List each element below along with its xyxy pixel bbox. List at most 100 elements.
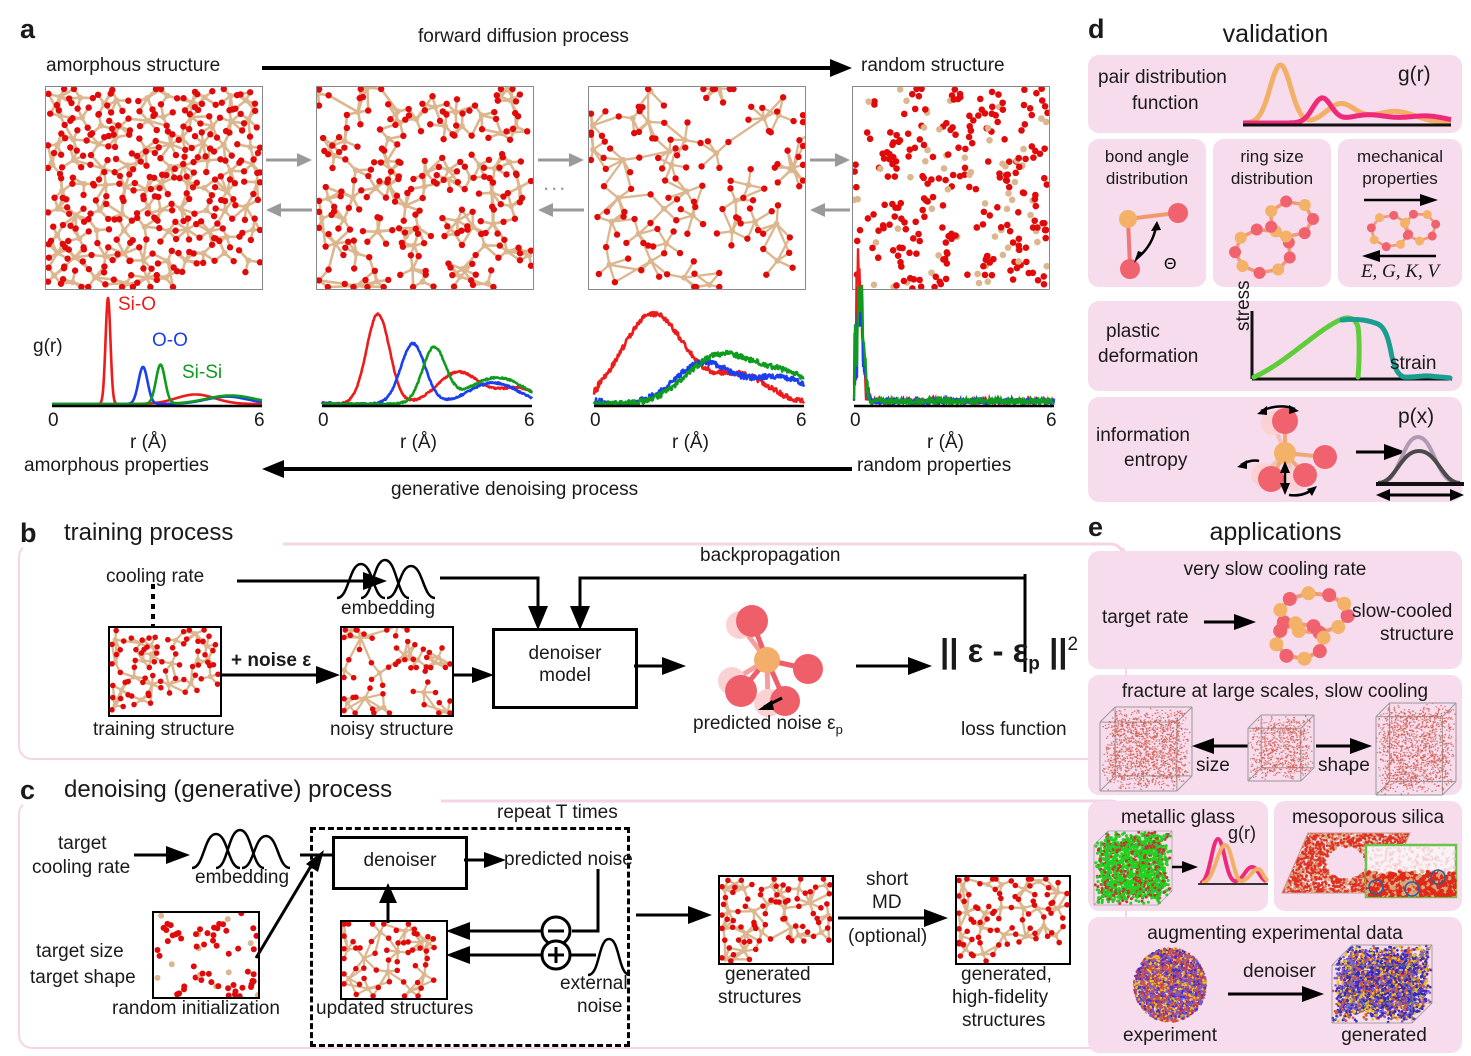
slow-cooled-ring-diagram (1269, 586, 1355, 666)
gr-curves-4 (852, 248, 1056, 409)
gray-arrows-1 (266, 153, 312, 217)
metallic-glass-box: metallic glass g(r) (1088, 801, 1270, 911)
gr-curves-3 (592, 310, 806, 408)
gr-tick-min-3: 0 (590, 410, 601, 431)
slow-cooling-title: very slow cooling rate (1183, 559, 1367, 580)
generated-cube-render (1331, 944, 1433, 1024)
structure-box-random (852, 86, 1050, 290)
denoiser-model-line1: denoiser (528, 643, 602, 664)
cooling-rate-label: cooling rate (106, 566, 205, 587)
plastic-deformation-box: plastic deformation stress strain (1088, 280, 1462, 391)
noisy-to-denoiser-arrow (452, 667, 494, 683)
amorphous-properties-label: amorphous properties (24, 455, 209, 476)
gr-plot-1: g(r) Si-O O-O Si-Si 0 6 r (Å) (30, 292, 280, 453)
panel-d-letter: d (1088, 14, 1105, 44)
gr-ylabel-1: g(r) (33, 336, 63, 357)
repeat-label: repeat T times (497, 802, 618, 823)
predicted-noise-text: predicted noise ε (693, 713, 836, 734)
augmenting-box: augmenting experimental data experiment … (1088, 917, 1462, 1053)
gr-plot-4: 0 6 r (Å) (832, 248, 1082, 453)
external-noise-line1: external (560, 973, 628, 994)
metallic-glass-gr-curves (1198, 836, 1270, 885)
embedding-to-denoiser-path (440, 576, 548, 630)
high-fidelity-line3: structures (962, 1010, 1046, 1031)
panel-c-title: denoising (generative) process (64, 776, 393, 803)
ring-size-diagram (1229, 195, 1319, 279)
gr-tick-min-1: 0 (48, 410, 59, 431)
legend-si-si: Si-Si (182, 362, 223, 383)
entropy-to-px-arrow (1356, 444, 1406, 460)
predicted-noise-label-c: predicted noise (504, 849, 633, 870)
px-distributions (1376, 434, 1464, 501)
add-noise-arrow (220, 666, 340, 684)
embedding-gaussians-c (191, 828, 291, 870)
denoiser-model-line2: model (539, 665, 591, 686)
legend-si-o: Si-O (118, 294, 156, 315)
high-fidelity-line2: high-fidelity (952, 987, 1049, 1008)
fracture-shape-arrow (1316, 738, 1372, 754)
generated-structures-box (718, 875, 834, 965)
embedding-gaussians-b (336, 558, 436, 600)
gr-xlabel-3: r (Å) (672, 432, 709, 453)
embedding-label-b: embedding (341, 598, 436, 619)
gr-tick-max-2: 6 (524, 410, 535, 431)
target-size-label: target size (36, 941, 124, 962)
panel-b: b training process cooling rate embeddin… (0, 508, 1127, 763)
denoiser-label-c: denoiser (363, 850, 437, 871)
ring-size-line1: ring size (1240, 147, 1304, 166)
backpropagation-label: backpropagation (700, 545, 841, 566)
loss-expression-subscript: p (1028, 653, 1040, 675)
slow-cooled-line2: structure (1380, 624, 1454, 645)
gr-curves-2 (320, 312, 534, 408)
mech-line1: mechanical (1357, 147, 1443, 166)
gr-tick-max-4: 6 (1046, 410, 1057, 431)
gray-arrows-3 (810, 153, 850, 217)
pdf-gr-label: g(r) (1398, 63, 1431, 86)
mechanical-arrow-top (1364, 194, 1438, 206)
structure-box-noised-2 (588, 86, 806, 290)
entropy-molecule-diagram (1237, 405, 1337, 497)
ring-size-box: ring size distribution (1213, 139, 1331, 287)
predicted-noise-molecule (718, 605, 823, 717)
pdf-label-line1: pair distribution (1098, 67, 1227, 88)
forward-process-label: forward diffusion process (418, 26, 629, 47)
metallic-glass-cube (1093, 830, 1173, 906)
high-fidelity-structures-box (955, 875, 1071, 965)
generated-structures-line1: generated (725, 964, 811, 985)
panel-c: c denoising (generative) process target … (0, 765, 1127, 1056)
stress-strain-plot (1250, 311, 1453, 381)
entropy-line1: information (1096, 425, 1190, 446)
bond-angle-theta: Θ (1164, 256, 1176, 273)
mesoporous-title: mesoporous silica (1291, 807, 1445, 828)
short-md-line2: MD (872, 892, 902, 913)
pdf-curves (1241, 62, 1453, 127)
gr-tick-max-1: 6 (254, 410, 265, 431)
metallic-glass-arrow (1172, 861, 1198, 873)
random-initialization-box (152, 911, 260, 999)
high-fidelity-structures-render (957, 877, 1069, 963)
mech-line2: properties (1362, 169, 1438, 188)
panel-e-title: applications (1209, 518, 1342, 546)
random-structure-render (853, 87, 1049, 289)
gr-tick-max-3: 6 (796, 410, 807, 431)
target-rate-arrow-c (134, 846, 190, 864)
target-cooling-rate-line1: target (58, 833, 107, 854)
short-md-line3: (optional) (848, 926, 928, 947)
ring-size-line2: distribution (1230, 169, 1314, 188)
random-properties-label: random properties (857, 455, 1012, 476)
pdf-box: pair distribution function g(r) (1088, 55, 1462, 133)
loop-to-generated-arrow (636, 906, 712, 924)
entropy-line2: entropy (1124, 450, 1188, 471)
updated-structures-box (340, 920, 448, 1000)
pdf-label-line2: function (1132, 93, 1199, 114)
panel-d: d validation pair distribution function … (1080, 0, 1471, 508)
cooling-rate-dotted-leader (151, 584, 155, 628)
fracture-size-label: size (1196, 755, 1230, 776)
fracture-box: fracture at large scales, slow cooling s… (1088, 675, 1462, 796)
mech-moduli-label: E, G, K, V (1360, 261, 1440, 282)
fracture-cube-large (1099, 706, 1193, 792)
noisy-structure-box (340, 626, 454, 717)
training-structure-label: training structure (93, 719, 235, 740)
panel-a-letter: a (20, 14, 36, 44)
target-shape-label: target shape (30, 967, 136, 988)
